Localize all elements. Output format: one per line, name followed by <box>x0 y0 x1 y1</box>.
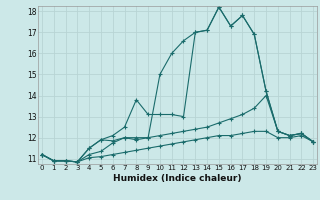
X-axis label: Humidex (Indice chaleur): Humidex (Indice chaleur) <box>113 174 242 183</box>
